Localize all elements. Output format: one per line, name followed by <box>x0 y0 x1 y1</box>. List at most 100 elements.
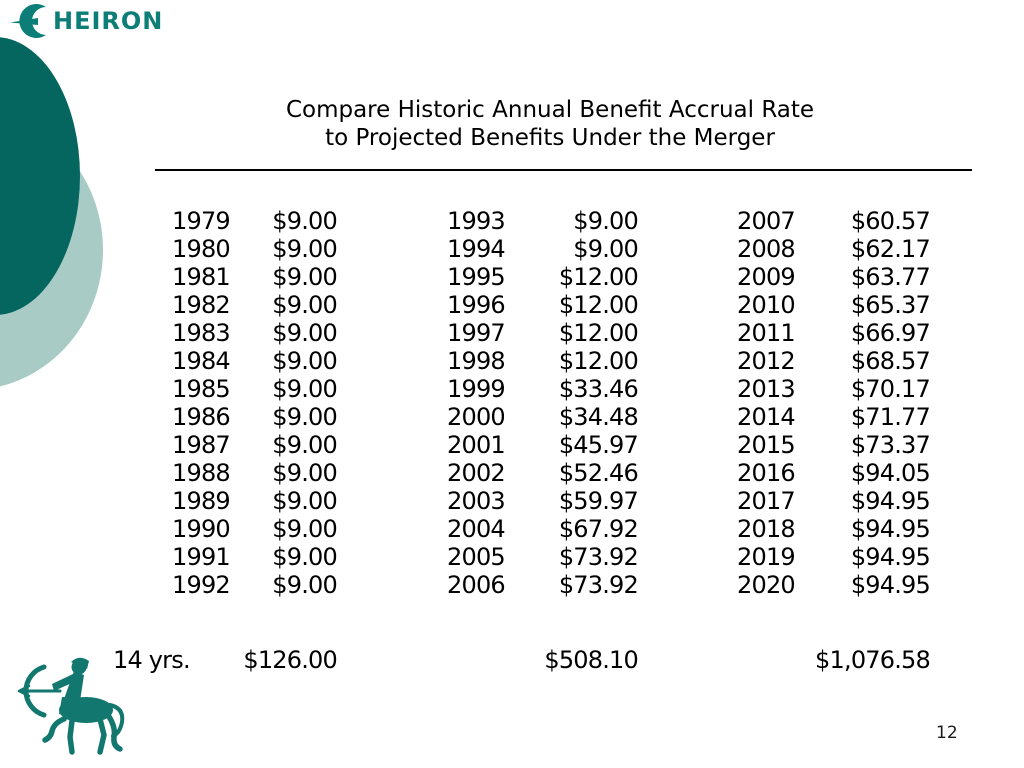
table-row: 2009 $63.77 <box>737 263 931 291</box>
table-row: 1982 $9.00 <box>172 291 338 319</box>
value-cell: $70.17 <box>850 375 931 403</box>
year-cell: 1980 <box>172 235 231 263</box>
table-row: 2002 $52.46 <box>447 459 639 487</box>
value-cell: $62.17 <box>850 235 931 263</box>
value-cell: $9.00 <box>573 207 639 235</box>
table-row: 1990 $9.00 <box>172 515 338 543</box>
value-cell: $94.05 <box>850 459 931 487</box>
value-cell: $66.97 <box>850 319 931 347</box>
year-cell: 1979 <box>172 207 231 235</box>
value-cell: $73.37 <box>850 431 931 459</box>
year-cell: 1996 <box>447 291 506 319</box>
table-row: 2008 $62.17 <box>737 235 931 263</box>
year-cell: 1985 <box>172 375 231 403</box>
year-cell: 2014 <box>737 403 796 431</box>
centaur-logo-icon <box>17 657 125 755</box>
year-cell: 2000 <box>447 403 506 431</box>
table-row: 1984 $9.00 <box>172 347 338 375</box>
dark-circle <box>0 37 80 315</box>
table-row: 1986 $9.00 <box>172 403 338 431</box>
value-cell: $12.00 <box>558 319 639 347</box>
totals-value-2: $508.10 <box>544 646 638 674</box>
year-cell: 1987 <box>172 431 231 459</box>
table-row: 1987 $9.00 <box>172 431 338 459</box>
totals-label: 14 yrs. <box>113 646 191 674</box>
table-row: 2001 $45.97 <box>447 431 639 459</box>
table-row: 1991 $9.00 <box>172 543 338 571</box>
value-cell: $9.00 <box>272 431 338 459</box>
table-row: 2003 $59.97 <box>447 487 639 515</box>
table-row: 1994 $9.00 <box>447 235 639 263</box>
table-row: 2016 $94.05 <box>737 459 931 487</box>
value-cell: $9.00 <box>272 403 338 431</box>
value-cell: $34.48 <box>558 403 639 431</box>
table-row: 2017 $94.95 <box>737 487 931 515</box>
table-row: 1981 $9.00 <box>172 263 338 291</box>
table-row: 2006 $73.92 <box>447 571 639 599</box>
accrual-column-1979-1992: 1979 $9.00 1980 $9.00 1981 $9.00 1982 $9.00 1983… <box>172 207 338 599</box>
year-cell: 2010 <box>737 291 796 319</box>
table-row: 1989 $9.00 <box>172 487 338 515</box>
value-cell: $9.00 <box>573 235 639 263</box>
value-cell: $67.92 <box>558 515 639 543</box>
table-row: 2012 $68.57 <box>737 347 931 375</box>
year-cell: 2016 <box>737 459 796 487</box>
year-cell: 2003 <box>447 487 506 515</box>
year-cell: 2013 <box>737 375 796 403</box>
table-row: 2019 $94.95 <box>737 543 931 571</box>
corner-circles-decoration <box>0 37 103 387</box>
year-cell: 1992 <box>172 571 231 599</box>
accrual-column-1993-2006: 1993 $9.00 1994 $9.00 1995 $12.00 1996 $12.00 19… <box>447 207 639 599</box>
value-cell: $9.00 <box>272 543 338 571</box>
table-row: 1983 $9.00 <box>172 319 338 347</box>
year-cell: 1990 <box>172 515 231 543</box>
year-cell: 2004 <box>447 515 506 543</box>
table-row: 2000 $34.48 <box>447 403 639 431</box>
value-cell: $45.97 <box>558 431 639 459</box>
table-row: 1993 $9.00 <box>447 207 639 235</box>
year-cell: 1988 <box>172 459 231 487</box>
value-cell: $9.00 <box>272 263 338 291</box>
value-cell: $9.00 <box>272 291 338 319</box>
year-cell: 1998 <box>447 347 506 375</box>
year-cell: 2001 <box>447 431 506 459</box>
table-row: 1992 $9.00 <box>172 571 338 599</box>
title-line-2: to Projected Benefits Under the Merger <box>325 125 775 151</box>
totals-value-1: $126.00 <box>243 646 337 674</box>
value-cell: $12.00 <box>558 347 639 375</box>
table-row: 2020 $94.95 <box>737 571 931 599</box>
value-cell: $9.00 <box>272 319 338 347</box>
value-cell: $60.57 <box>850 207 931 235</box>
value-cell: $94.95 <box>850 571 931 599</box>
year-cell: 1986 <box>172 403 231 431</box>
value-cell: $9.00 <box>272 459 338 487</box>
year-cell: 1993 <box>447 207 506 235</box>
crescent-c-icon <box>10 4 46 39</box>
totals-value-3: $1,076.58 <box>815 646 931 674</box>
year-cell: 2005 <box>447 543 506 571</box>
table-row: 2013 $70.17 <box>737 375 931 403</box>
year-cell: 1983 <box>172 319 231 347</box>
value-cell: $94.95 <box>850 487 931 515</box>
value-cell: $63.77 <box>850 263 931 291</box>
title-underline <box>155 169 972 171</box>
value-cell: $59.97 <box>558 487 639 515</box>
year-cell: 2020 <box>737 571 796 599</box>
year-cell: 2012 <box>737 347 796 375</box>
table-row: 1996 $12.00 <box>447 291 639 319</box>
table-row: 2007 $60.57 <box>737 207 931 235</box>
year-cell: 2008 <box>737 235 796 263</box>
year-cell: 1982 <box>172 291 231 319</box>
table-row: 2015 $73.37 <box>737 431 931 459</box>
table-row: 2005 $73.92 <box>447 543 639 571</box>
value-cell: $9.00 <box>272 487 338 515</box>
year-cell: 1981 <box>172 263 231 291</box>
year-cell: 2015 <box>737 431 796 459</box>
year-cell: 1995 <box>447 263 506 291</box>
value-cell: $52.46 <box>558 459 639 487</box>
year-cell: 2009 <box>737 263 796 291</box>
year-cell: 1991 <box>172 543 231 571</box>
totals-row: 14 yrs. $126.00 $508.10 $1,076.58 <box>0 646 1024 674</box>
value-cell: $65.37 <box>850 291 931 319</box>
value-cell: $94.95 <box>850 515 931 543</box>
